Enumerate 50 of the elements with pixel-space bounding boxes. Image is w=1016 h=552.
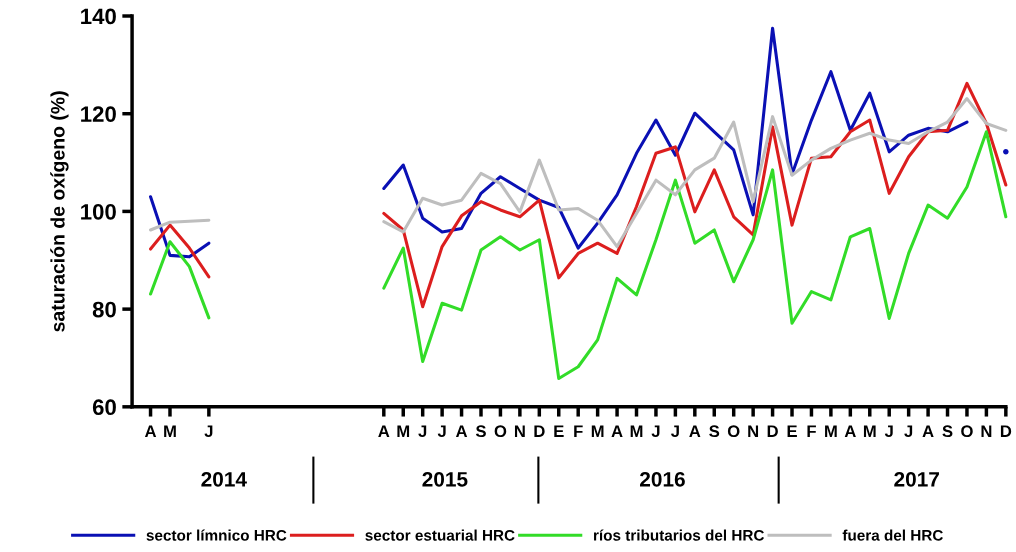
x-tick-label: D [534, 425, 545, 437]
y-tick-label: 80 [92, 301, 116, 318]
y-tick-label: 60 [92, 399, 116, 416]
x-tick-label: A [144, 425, 157, 437]
y-tick-label: 100 [81, 203, 116, 220]
x-tick-label: D [767, 425, 778, 437]
x-tick-label: S [475, 425, 486, 438]
x-tick-label: J [671, 425, 679, 438]
x-tick-label: M [863, 425, 876, 437]
text: 2016 [640, 471, 685, 487]
x-tick-label: O [727, 425, 740, 438]
x-tick-label: D [1000, 425, 1012, 437]
x-tick-label: F [807, 425, 816, 437]
x-tick-label: O [494, 425, 507, 438]
x-tick-label: M [630, 425, 643, 437]
text: 2015 [422, 471, 468, 487]
x-tick-label: N [748, 425, 759, 437]
text: 2014 [201, 471, 247, 487]
text: 2017 [894, 471, 939, 487]
x-tick-label: A [922, 425, 934, 437]
x-tick-label: J [651, 425, 660, 438]
x-tick-label: S [709, 425, 720, 438]
x-tick-label: E [787, 425, 797, 437]
x-tick-label: O [961, 425, 973, 438]
legend-label: ríos tributarios del HRC [593, 529, 765, 541]
legend-label: sector límnico HRC [146, 529, 287, 541]
x-tick-label: F [574, 425, 583, 437]
x-tick-label: N [981, 425, 992, 437]
legend-label: sector estuarial HRC [365, 529, 515, 541]
x-tick-label: M [591, 425, 604, 437]
x-tick-label: M [164, 425, 176, 437]
x-tick-label: A [455, 425, 468, 437]
y-tick-label: 120 [81, 106, 116, 122]
x-tick-label: M [825, 425, 837, 437]
x-tick-label: M [397, 425, 410, 437]
y-tick-label: 140 [81, 8, 116, 25]
x-tick-label: A [611, 425, 623, 437]
legend-label: fuera del HRC [842, 529, 943, 541]
x-tick-label: A [689, 425, 701, 437]
x-tick-label: N [514, 425, 525, 437]
x-tick-label: J [884, 425, 893, 438]
y-axis-title: saturación de oxígeno (%) [50, 91, 69, 332]
x-tick-label: J [418, 425, 427, 438]
x-tick-label: A [378, 425, 390, 437]
x-tick-label: E [554, 425, 564, 437]
x-tick-label: J [904, 425, 913, 438]
x-tick-label: S [942, 425, 953, 438]
x-tick-label: J [204, 425, 213, 438]
x-tick-label: A [844, 425, 856, 437]
x-tick-label: J [437, 425, 446, 438]
